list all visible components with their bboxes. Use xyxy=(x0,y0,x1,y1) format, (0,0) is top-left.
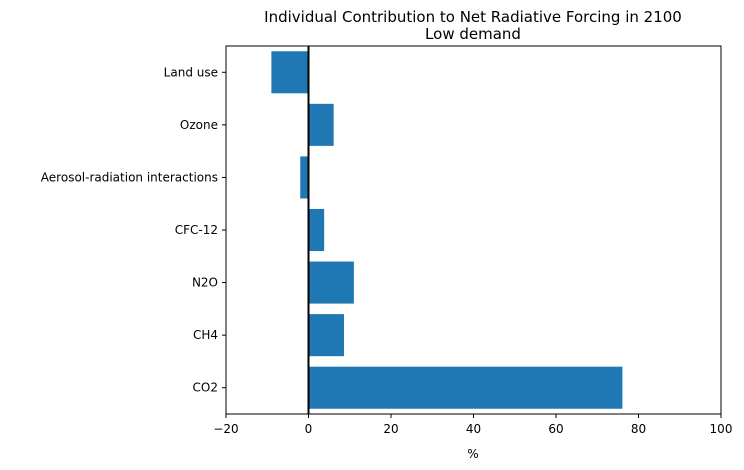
y-tick-label: Land use xyxy=(164,65,218,79)
x-tick-label: 0 xyxy=(305,422,313,436)
y-tick-label: Ozone xyxy=(180,118,218,132)
x-axis-ticks: −20 0 20 40 60 80 100 xyxy=(213,414,732,436)
bar-land-use xyxy=(271,51,309,94)
y-tick-label: CH4 xyxy=(193,328,218,342)
bar-cfc-12 xyxy=(308,208,325,252)
bar-ozone xyxy=(308,103,334,146)
bar-co2 xyxy=(308,366,623,409)
chart-subtitle: Low demand xyxy=(425,25,521,43)
x-tick-label: −20 xyxy=(213,422,238,436)
x-tick-label: 40 xyxy=(466,422,481,436)
bar-n2o xyxy=(308,261,354,304)
x-tick-label: 20 xyxy=(383,422,398,436)
y-tick-label: Aerosol-radiation interactions xyxy=(41,170,218,184)
bar-aerosol-radiation-interactions xyxy=(300,156,309,199)
x-axis-label: % xyxy=(467,447,478,461)
y-axis-ticks: CO2 CH4 N2O CFC-12 Aerosol-radiation interac… xyxy=(41,65,226,395)
bar-ch4 xyxy=(308,314,344,357)
chart-title: Individual Contribution to Net Radiative… xyxy=(264,8,682,26)
plot-frame xyxy=(225,45,722,415)
x-tick-label: 100 xyxy=(710,422,733,436)
y-tick-label: CFC-12 xyxy=(175,223,218,237)
y-tick-label: CO2 xyxy=(193,381,218,395)
x-tick-label: 80 xyxy=(631,422,646,436)
x-tick-label: 60 xyxy=(548,422,563,436)
y-tick-label: N2O xyxy=(192,276,218,290)
bars-group xyxy=(271,51,623,409)
